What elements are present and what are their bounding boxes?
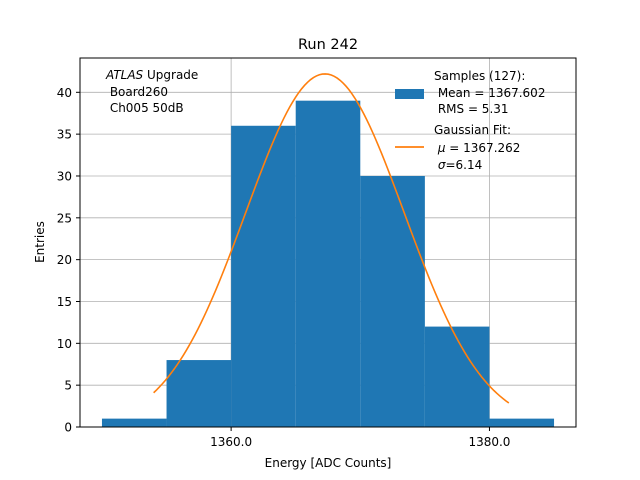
atlas-annotation: ATLAS Upgrade Board260 Ch005 50dB bbox=[105, 68, 198, 115]
legend-fit-sigma-value: =6.14 bbox=[445, 158, 482, 172]
legend-fit-sigma-symbol: σ bbox=[438, 158, 446, 172]
gaussian-fit-layer bbox=[153, 73, 510, 404]
histogram-bar bbox=[295, 100, 361, 428]
y-tick-label: 5 bbox=[64, 379, 72, 393]
legend-samples-mean: Mean = 1367.602 bbox=[434, 86, 545, 100]
histogram-bar bbox=[360, 175, 425, 427]
chart-title: Run 242 bbox=[298, 37, 358, 53]
atlas-label: ATLAS bbox=[105, 68, 144, 82]
x-axis-label: Energy [ADC Counts] bbox=[265, 456, 392, 470]
svg-text:μ = 1367.262: μ = 1367.262 bbox=[434, 141, 520, 155]
plot-frame bbox=[79, 57, 577, 428]
y-axis-label: Entries bbox=[33, 221, 47, 263]
legend-samples-title: Samples (127): bbox=[434, 69, 525, 83]
histogram-bar bbox=[166, 360, 232, 427]
histogram-bar bbox=[424, 326, 490, 427]
y-tick-label: 0 bbox=[64, 421, 72, 435]
y-tick-label: 30 bbox=[57, 169, 72, 183]
channel-label: Ch005 50dB bbox=[106, 101, 184, 115]
x-tick-label: 1380.0 bbox=[468, 435, 510, 449]
board-label: Board260 bbox=[106, 85, 168, 99]
legend-fit-mu-symbol: μ bbox=[437, 141, 446, 155]
svg-text:ATLAS Upgrade: ATLAS Upgrade bbox=[105, 68, 198, 82]
x-tick-label: 1360.0 bbox=[210, 435, 252, 449]
svg-text:σ=6.14: σ=6.14 bbox=[434, 158, 482, 172]
y-tick-label: 10 bbox=[57, 337, 72, 351]
histogram-bar bbox=[231, 125, 296, 427]
y-tick-label: 15 bbox=[57, 295, 72, 309]
legend-fit-title: Gaussian Fit: bbox=[434, 123, 511, 137]
legend-samples-rms: RMS = 5.31 bbox=[434, 102, 509, 116]
legend-fit-mu-value: = 1367.262 bbox=[445, 141, 520, 155]
y-tick-label: 35 bbox=[57, 128, 72, 142]
histogram-bar bbox=[489, 418, 555, 427]
y-tick-label: 40 bbox=[57, 86, 72, 100]
y-tick-label: 25 bbox=[57, 211, 72, 225]
legend-samples-swatch bbox=[395, 89, 424, 99]
legend: Samples (127): Mean = 1367.602 RMS = 5.3… bbox=[395, 69, 545, 172]
gaussian-fit-curve bbox=[153, 73, 510, 404]
histogram-bars bbox=[101, 100, 555, 428]
y-tick-label: 20 bbox=[57, 253, 72, 267]
axis-ticks: 0 5 10 15 20 25 30 35 40 1360.0 1380.0 bbox=[57, 86, 511, 449]
histogram-bar bbox=[101, 418, 167, 427]
upgrade-label: Upgrade bbox=[143, 68, 198, 82]
